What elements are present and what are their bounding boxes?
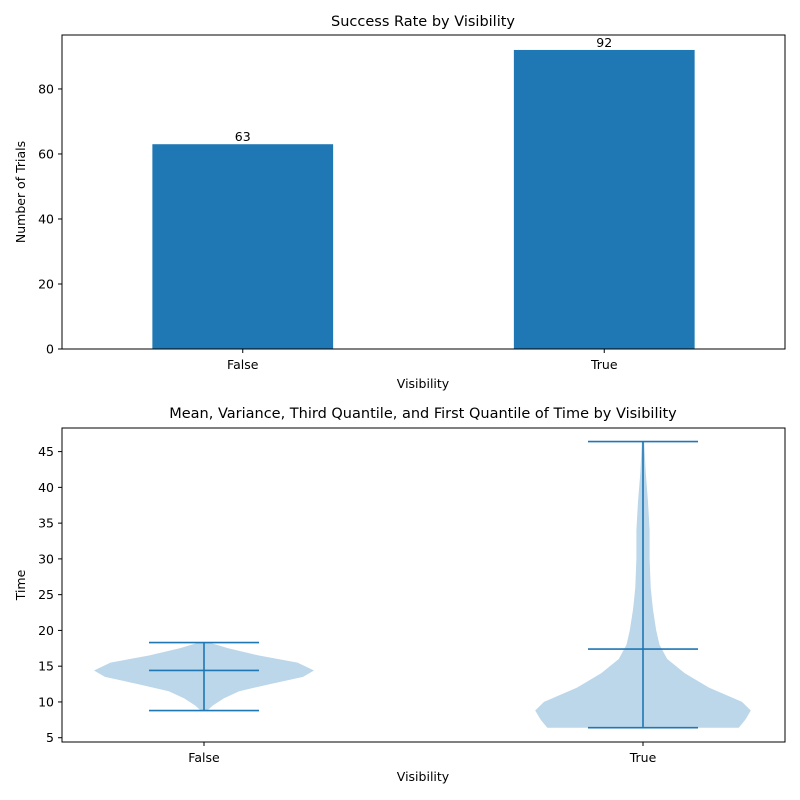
bar-plot-frame bbox=[61, 34, 786, 350]
bar-false bbox=[152, 144, 334, 349]
violin-x-axis-label: Visibility bbox=[397, 769, 450, 784]
violin-y-tick-label: 45 bbox=[38, 444, 54, 459]
bar-data-label-false: 63 bbox=[235, 129, 251, 144]
violin-y-tick-label: 10 bbox=[38, 694, 54, 709]
violin-y-tick-label: 20 bbox=[38, 623, 54, 638]
violin-y-axis-label: Time bbox=[13, 569, 28, 601]
bar-y-tick-label: 40 bbox=[38, 211, 54, 226]
bar-marks: 63 92 bbox=[152, 35, 695, 349]
violin-y-tick-label: 25 bbox=[38, 587, 54, 602]
violin-y-tick-label: 30 bbox=[38, 551, 54, 566]
bar-y-tick-label: 60 bbox=[38, 146, 54, 161]
bar-x-tick-label-true: True bbox=[590, 357, 618, 372]
violin-y-tick-label: 15 bbox=[38, 659, 54, 674]
bar-x-axis-label: Visibility bbox=[397, 376, 450, 391]
bar-true bbox=[513, 49, 695, 349]
violin-x-axis-ticks: False True bbox=[188, 742, 657, 765]
bar-x-tick-label-false: False bbox=[227, 357, 259, 372]
bar-x-axis-ticks: False True bbox=[227, 349, 618, 372]
violin-x-tick-label-true: True bbox=[629, 750, 657, 765]
bar-chart-title: Success Rate by Visibility bbox=[331, 14, 515, 30]
bar-y-axis-ticks: 0 20 40 60 80 bbox=[38, 81, 62, 357]
bar-y-tick-label: 20 bbox=[38, 276, 54, 291]
violin-x-tick-label-false: False bbox=[188, 750, 220, 765]
violin-chart-title: Mean, Variance, Third Quantile, and Firs… bbox=[169, 406, 677, 422]
bar-y-axis-label: Number of Trials bbox=[13, 141, 28, 243]
violin-chart: Mean, Variance, Third Quantile, and Firs… bbox=[13, 406, 786, 784]
violin-y-tick-label: 40 bbox=[38, 480, 54, 495]
violin-y-tick-label: 5 bbox=[46, 730, 54, 745]
bar-y-tick-label: 0 bbox=[46, 342, 54, 357]
bar-y-tick-label: 80 bbox=[38, 81, 54, 96]
bar-chart: Success Rate by Visibility 63 92 0 20 40 60 8… bbox=[13, 14, 786, 391]
violin-plot-frame bbox=[61, 427, 786, 743]
violin-marks bbox=[94, 440, 751, 729]
violin-y-tick-label: 35 bbox=[38, 516, 54, 531]
bar-data-label-true: 92 bbox=[596, 35, 612, 50]
violin-y-axis-ticks: 5 10 15 20 25 30 35 40 45 bbox=[38, 444, 62, 745]
